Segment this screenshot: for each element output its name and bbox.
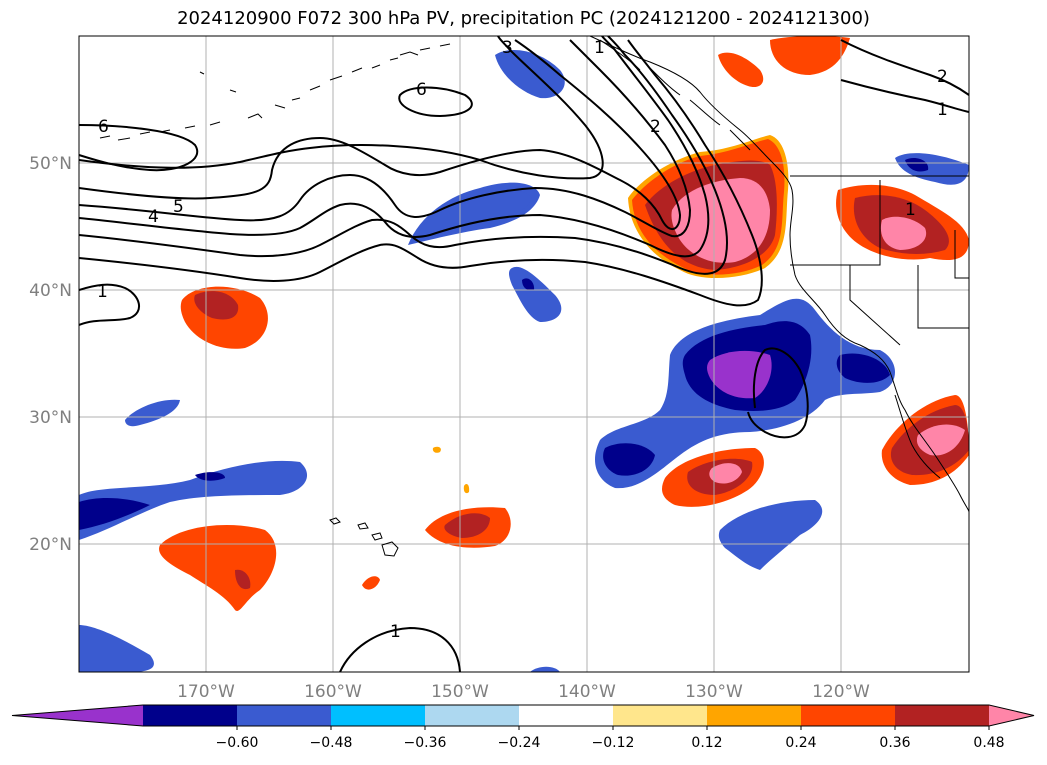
colorbar-extend-min — [12, 705, 143, 726]
pv-label: 5 — [173, 197, 184, 217]
lon-label: 170°W — [177, 682, 235, 702]
pv-label: 4 — [148, 207, 159, 227]
colorbar-label: 0.12 — [691, 735, 722, 751]
pv-label: 6 — [416, 80, 427, 100]
colorbar-swatch — [707, 705, 802, 726]
colorbar-label: 0.24 — [785, 735, 816, 751]
precip-positive-regions — [159, 36, 969, 611]
colorbar-label: −0.12 — [592, 735, 635, 751]
lon-label: 130°W — [685, 682, 743, 702]
colorbar-label: −0.24 — [498, 735, 541, 751]
colorbar-swatch — [143, 705, 238, 726]
lon-axis-labels: 170°W 160°W 150°W 140°W 130°W 120°W — [177, 682, 870, 702]
coastlines — [99, 36, 969, 557]
pv-label: 2 — [937, 67, 948, 87]
colorbar-swatch — [519, 705, 614, 726]
pv-contour-labels: 3 1 6 2 6 5 4 1 2 1 1 1 — [97, 38, 948, 642]
colorbar-swatch — [895, 705, 990, 726]
map-area: 3 1 6 2 6 5 4 1 2 1 1 1 — [79, 36, 969, 672]
lon-label: 160°W — [304, 682, 362, 702]
lat-label: 50°N — [29, 154, 72, 174]
colorbar-swatch — [425, 705, 520, 726]
pv-label: 2 — [650, 117, 661, 137]
graticule — [79, 36, 969, 672]
lat-label: 20°N — [29, 535, 72, 555]
map-title: 2024120900 F072 300 hPa PV, precipitatio… — [177, 8, 870, 29]
colorbar-swatch — [237, 705, 332, 726]
colorbar-label: −0.48 — [310, 735, 353, 751]
lat-axis-labels: 50°N 40°N 30°N 20°N — [29, 154, 72, 555]
colorbar-label: −0.36 — [404, 735, 447, 751]
lat-label: 40°N — [29, 281, 72, 301]
colorbar-extend-max — [989, 705, 1034, 726]
lon-label: 150°W — [431, 682, 489, 702]
pv-label: 6 — [98, 117, 109, 137]
precip-negative-regions — [79, 50, 969, 672]
colorbar-outline — [11, 704, 1035, 727]
colorbar-label: 0.48 — [973, 735, 1004, 751]
colorbar-swatch — [331, 705, 426, 726]
pv-label: 1 — [97, 282, 108, 302]
pv-label: 1 — [390, 622, 401, 642]
colorbar-label: 0.36 — [879, 735, 910, 751]
colorbar: −0.60 −0.48 −0.36 −0.24 −0.12 0.12 0.24 0.36 0.4… — [11, 704, 1035, 751]
pv-label: 3 — [502, 38, 513, 58]
lat-label: 30°N — [29, 408, 72, 428]
pv-label: 1 — [905, 200, 916, 220]
pv-label: 1 — [594, 38, 605, 58]
colorbar-swatch — [801, 705, 896, 726]
lon-label: 140°W — [558, 682, 616, 702]
pv-contours — [79, 36, 969, 672]
lon-label: 120°W — [812, 682, 870, 702]
map-frame — [78, 35, 970, 673]
colorbar-label: −0.60 — [216, 735, 259, 751]
colorbar-swatch — [613, 705, 708, 726]
pv-label: 1 — [937, 100, 948, 120]
